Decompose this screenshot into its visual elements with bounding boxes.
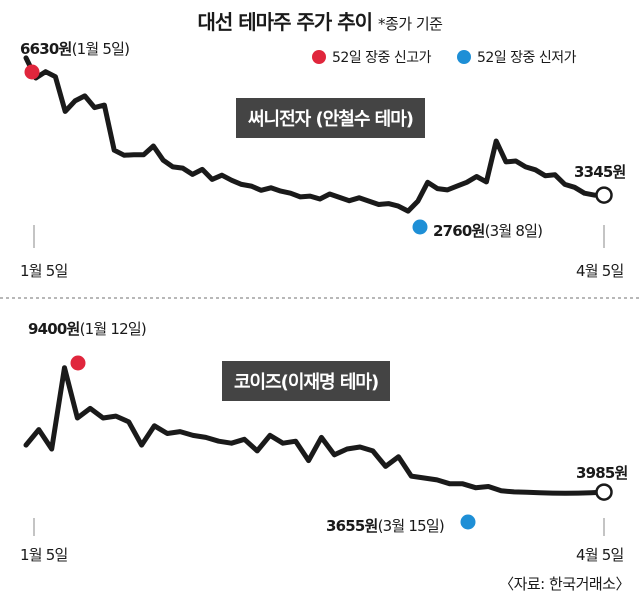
series-badge-1: 써니전자 (안철수 테마) <box>236 98 426 138</box>
chart2-low-label: 3655원(3월 15일) <box>326 515 445 536</box>
chart2-last-value: 3985원 <box>576 464 628 482</box>
series-line <box>23 55 607 214</box>
high-marker <box>24 64 40 80</box>
chart-title: 대선 테마주 주가 추이 *종가 기준 <box>0 6 640 35</box>
chart2-low-value: 3655원 <box>326 517 378 535</box>
source-note: 〈자료: 한국거래소〉 <box>499 575 630 593</box>
chart1-x-end: 4월 5일 <box>576 262 624 280</box>
chart2-low-date: (3월 15일) <box>377 517 445 535</box>
chart1-low-label: 2760원(3월 8일) <box>433 220 543 241</box>
end-marker <box>595 483 613 501</box>
end-marker <box>595 186 613 204</box>
chart1-high-value: 6630원 <box>20 40 72 58</box>
chart1-last-value: 3345원 <box>574 163 626 181</box>
chart1-low-value: 2760원 <box>433 222 485 240</box>
chart2-high-label: 9400원(1월 12일) <box>28 318 147 339</box>
chart2-high-value: 9400원 <box>28 320 80 338</box>
chart2-last-label: 3985원 <box>576 462 628 483</box>
chart1-high-date: (1월 5일) <box>71 40 130 58</box>
chart-sunny-electronics <box>23 55 613 248</box>
title-text: 대선 테마주 주가 추이 <box>197 10 373 34</box>
high-marker <box>70 355 86 371</box>
legend-low-marker <box>457 50 471 64</box>
legend: 52일 장중 신고가 52일 장중 신저가 <box>312 47 577 67</box>
legend-low-label: 52일 장중 신저가 <box>477 50 577 66</box>
series-line <box>23 365 607 496</box>
chart2-high-date: (1월 12일) <box>79 320 147 338</box>
chart1-high-label: 6630원(1월 5일) <box>20 38 130 59</box>
chart1-last-label: 3345원 <box>574 161 626 182</box>
chart2-x-end: 4월 5일 <box>576 546 624 564</box>
low-marker <box>460 514 476 530</box>
legend-high-label: 52일 장중 신고가 <box>332 50 432 66</box>
series-badge-2: 코이즈(이재명 테마) <box>222 361 391 401</box>
chart2-x-start: 1월 5일 <box>20 546 68 564</box>
chart-coize <box>23 355 613 536</box>
title-note: *종가 기준 <box>378 15 443 33</box>
legend-high-marker <box>312 50 326 64</box>
chart1-low-date: (3월 8일) <box>484 222 543 240</box>
chart1-x-start: 1월 5일 <box>20 262 68 280</box>
low-marker <box>412 219 428 235</box>
